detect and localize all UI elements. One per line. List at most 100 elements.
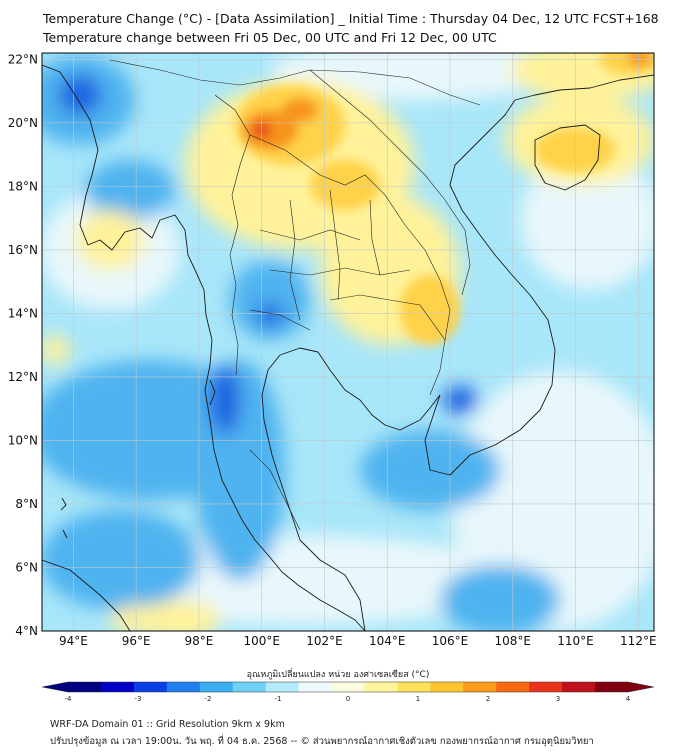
lat-tick-label: 22°N: [8, 52, 38, 66]
province-border: [369, 199, 381, 276]
colorbar-segment: [397, 682, 431, 692]
warm-core: [400, 275, 460, 345]
warm-area: [42, 335, 70, 365]
lon-tick-label: 110°E: [557, 634, 594, 648]
colorbar-extend-low: [42, 682, 68, 692]
lat-tick-label: 8°N: [15, 497, 38, 511]
lon-tick-label: 98°E: [184, 634, 213, 648]
colorbar-segment: [298, 682, 333, 692]
lat-tick-label: 12°N: [8, 370, 38, 384]
map-frame: [41, 52, 655, 632]
lon-tick-label: 102°E: [306, 634, 343, 648]
colorbar-tick-label: 2: [486, 695, 490, 703]
province-border: [259, 229, 361, 241]
cool-area: [230, 260, 310, 340]
border: [309, 69, 471, 296]
colorbar-segment: [68, 682, 102, 692]
colorbar-tick-label: 0: [346, 695, 350, 703]
lat-tick-label: 16°N: [8, 243, 38, 257]
warm-area: [75, 210, 145, 270]
island: [62, 529, 68, 539]
colorbar-segment: [430, 682, 464, 692]
colorbar-tick-label: 3: [556, 695, 560, 703]
strong-cool-core: [58, 75, 102, 115]
lon-tick-label: 96°E: [122, 634, 151, 648]
country-borders: [109, 59, 481, 531]
colorbar-segment: [232, 682, 267, 692]
warm-core: [535, 128, 615, 172]
lon-tick-label: 94°E: [59, 634, 88, 648]
colorbar-segment: [463, 682, 497, 692]
lat-tick-label: 6°N: [15, 560, 38, 574]
cool-area: [42, 510, 200, 610]
colorbar-segment: [562, 682, 596, 692]
lon-tick-label: 108°E: [495, 634, 532, 648]
lat-tick-label: 14°N: [8, 306, 38, 320]
colorbar-segment: [595, 682, 629, 692]
province-border: [329, 189, 341, 301]
neutral-area: [450, 370, 654, 630]
lon-tick-label: 104°E: [369, 634, 406, 648]
lat-tick-label: 4°N: [15, 624, 38, 638]
sumatra-coast: [42, 559, 131, 631]
border: [329, 294, 446, 396]
colorbar-segment: [100, 682, 135, 692]
hot-core: [628, 53, 652, 66]
map-title: Temperature Change (°C) - [Data Assimila…: [43, 11, 659, 26]
province-border: [269, 267, 411, 276]
footer-update-info: ปรับปรุงข้อมูล ณ เวลา 19:00น. วัน พฤ. ที…: [50, 736, 594, 747]
colorbar-segment: [133, 682, 168, 692]
latitude-labels: 22°N 20°N 18°N 16°N 14°N 12°N 10°N 8°N 6°N 4°N: [8, 52, 38, 638]
colorbar-title: อุณหภูมิเปลี่ยนแปลง หน่วย องศาเซลเซียส (…: [246, 670, 430, 680]
footer-model-info: WRF-DA Domain 01 :: Grid Resolution 9km …: [50, 719, 285, 730]
coastlines: [42, 64, 654, 631]
island: [209, 379, 216, 406]
lat-tick-label: 18°N: [8, 179, 38, 193]
coastline-west: [42, 64, 366, 631]
colorbar-tick-label: 4: [626, 695, 631, 703]
colorbar-tick-label: -3: [135, 695, 142, 703]
colorbar-ticks: -4 -3 -2 -1 0 1 2 3 4: [65, 695, 631, 703]
border: [214, 94, 251, 376]
colorbar-segment: [331, 682, 365, 692]
colorbar-segment: [364, 682, 398, 692]
colorbar-segment: [166, 682, 201, 692]
colorbar-outline: [41, 681, 655, 693]
warm-area: [110, 605, 170, 631]
colorbar-segment: [529, 682, 563, 692]
colorbar-tick-label: -4: [65, 695, 73, 703]
lat-tick-label: 10°N: [8, 433, 38, 447]
strong-cool-core: [256, 303, 284, 327]
strong-cool-core: [209, 365, 241, 435]
colorbar-segment: [265, 682, 300, 692]
cool-area: [85, 160, 175, 220]
border: [249, 134, 451, 341]
colorbar-segment: [199, 682, 234, 692]
coastline-east: [424, 74, 654, 476]
lon-tick-label: 112°E: [620, 634, 657, 648]
province-border: [249, 309, 311, 331]
colorbar: [41, 681, 655, 693]
border: [109, 59, 481, 106]
lat-tick-label: 20°N: [8, 116, 38, 130]
colorbar-tick-label: 1: [416, 695, 420, 703]
colorbar-tick-label: -1: [275, 695, 282, 703]
province-border: [249, 449, 301, 531]
province-border: [289, 199, 301, 321]
hot-core: [282, 98, 318, 122]
colorbar-extend-high: [628, 682, 654, 692]
coastline-gulf-of-thailand: [261, 347, 441, 631]
map-subtitle: Temperature change between Fri 05 Dec, 0…: [43, 30, 497, 45]
strong-cool-core: [442, 386, 478, 414]
colorbar-tick-label: -2: [205, 695, 212, 703]
cool-area: [440, 565, 560, 631]
lon-tick-label: 100°E: [243, 634, 280, 648]
temperature-field: [42, 53, 654, 631]
hainan-island: [534, 124, 601, 191]
island: [60, 497, 67, 511]
lon-tick-label: 106°E: [432, 634, 469, 648]
colorbar-segment: [496, 682, 530, 692]
neutral-area: [520, 150, 654, 290]
very-hot-core: [252, 121, 272, 139]
